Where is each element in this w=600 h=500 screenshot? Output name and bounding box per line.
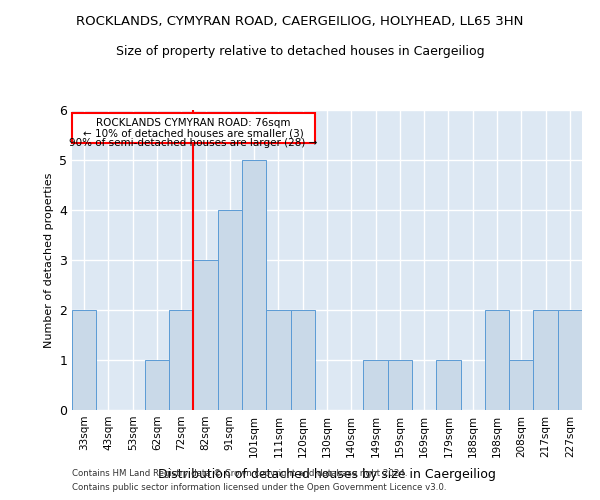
Text: Contains HM Land Registry data © Crown copyright and database right 2024.: Contains HM Land Registry data © Crown c…: [72, 468, 407, 477]
Bar: [436, 360, 461, 410]
Text: ROCKLANDS, CYMYRAN ROAD, CAERGEILIOG, HOLYHEAD, LL65 3HN: ROCKLANDS, CYMYRAN ROAD, CAERGEILIOG, HO…: [76, 15, 524, 28]
X-axis label: Distribution of detached houses by size in Caergeiliog: Distribution of detached houses by size …: [158, 468, 496, 481]
FancyBboxPatch shape: [72, 112, 315, 142]
Text: 90% of semi-detached houses are larger (28) →: 90% of semi-detached houses are larger (…: [69, 138, 317, 148]
Bar: [485, 310, 509, 410]
Text: Size of property relative to detached houses in Caergeiliog: Size of property relative to detached ho…: [116, 45, 484, 58]
Bar: [290, 310, 315, 410]
Bar: [218, 210, 242, 410]
Bar: [193, 260, 218, 410]
Bar: [145, 360, 169, 410]
Bar: [388, 360, 412, 410]
Bar: [364, 360, 388, 410]
Text: ROCKLANDS CYMYRAN ROAD: 76sqm: ROCKLANDS CYMYRAN ROAD: 76sqm: [96, 118, 290, 128]
Bar: [169, 310, 193, 410]
Bar: [558, 310, 582, 410]
Bar: [72, 310, 96, 410]
Text: ← 10% of detached houses are smaller (3): ← 10% of detached houses are smaller (3): [83, 128, 304, 138]
Bar: [533, 310, 558, 410]
Text: Contains public sector information licensed under the Open Government Licence v3: Contains public sector information licen…: [72, 484, 446, 492]
Bar: [266, 310, 290, 410]
Y-axis label: Number of detached properties: Number of detached properties: [44, 172, 53, 348]
Bar: [242, 160, 266, 410]
Bar: [509, 360, 533, 410]
